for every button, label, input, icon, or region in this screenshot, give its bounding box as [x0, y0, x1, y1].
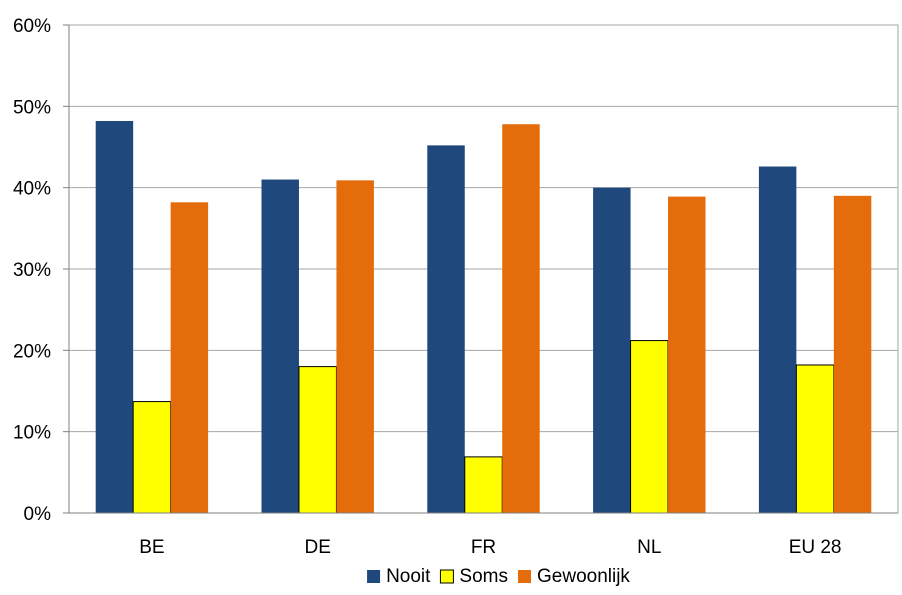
y-tick-label: 60% [13, 16, 51, 37]
bar-soms-be [133, 402, 170, 513]
legend-label: Soms [459, 566, 508, 587]
bar-gewoonlijk-fr [502, 124, 539, 513]
x-category-label: NL [637, 537, 661, 558]
bar-nooit-fr [427, 145, 464, 513]
bar-nooit-nl [593, 188, 630, 513]
x-category-label: BE [139, 537, 164, 558]
bar-soms-nl [631, 341, 668, 513]
legend-label: Nooit [386, 566, 431, 587]
x-category-label: FR [471, 537, 496, 558]
bar-nooit-de [261, 180, 298, 513]
legend-item-nooit: Nooit [367, 566, 431, 587]
legend-item-gewoonlijk: Gewoonlijk [518, 566, 630, 587]
bar-gewoonlijk-be [171, 202, 208, 513]
bar-nooit-eu-28 [759, 167, 796, 513]
bar-nooit-be [96, 121, 133, 513]
legend-swatch [367, 570, 380, 583]
legend-item-soms: Soms [440, 566, 508, 587]
y-tick-label: 20% [13, 341, 51, 362]
y-tick-label: 10% [13, 423, 51, 444]
x-axis-category-labels: BE DE FR NL EU 28 [139, 537, 841, 558]
y-tick-label: 0% [24, 504, 52, 525]
bar-soms-eu-28 [796, 365, 833, 513]
legend-swatch [518, 570, 531, 583]
x-category-label: DE [304, 537, 330, 558]
y-tick-label: 40% [13, 179, 51, 200]
bar-gewoonlijk-eu-28 [834, 196, 871, 513]
legend-swatch [440, 570, 453, 583]
bar-gewoonlijk-de [336, 180, 373, 513]
bars [96, 121, 872, 513]
y-axis-tick-labels: 0% 10% 20% 30% 40% 50% 60% [13, 16, 51, 525]
x-category-label: EU 28 [789, 537, 842, 558]
legend: Nooit Soms Gewoonlijk [367, 566, 630, 587]
bar-gewoonlijk-nl [668, 197, 705, 513]
y-tick-label: 50% [13, 97, 51, 118]
bar-soms-fr [465, 457, 502, 513]
legend-label: Gewoonlijk [537, 566, 630, 587]
bar-soms-de [299, 367, 336, 513]
y-tick-label: 30% [13, 260, 51, 281]
